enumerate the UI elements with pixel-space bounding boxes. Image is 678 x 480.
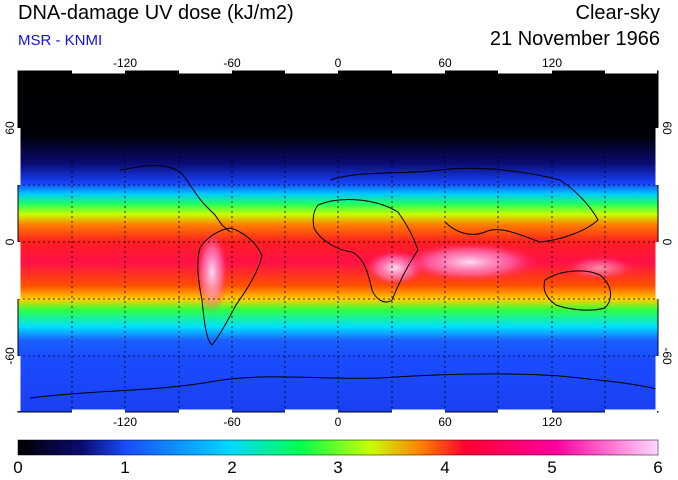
top-lon-label: 60: [438, 56, 452, 70]
source-label: MSR - KNMI: [18, 32, 103, 49]
right-lat-labels: 60 0 -60: [660, 121, 674, 365]
top-lon-labels: -120 -60 0 60 120: [113, 56, 562, 70]
colorbar-tick-label: 6: [653, 458, 663, 477]
africa-coast: [312, 199, 419, 303]
bottom-lon-label: 0: [335, 415, 342, 429]
colorbar: [17, 439, 659, 456]
hotspot-south-america: [196, 230, 228, 314]
top-lon-label: -120: [113, 56, 137, 70]
left-lat-labels: 60 0 -60: [3, 121, 17, 365]
right-lat-label: -60: [660, 347, 674, 365]
europe-asia-coast: [329, 167, 599, 243]
date-label: 21 November 1966: [489, 28, 660, 50]
colorbar-tick-label: 0: [13, 458, 23, 477]
south-america-coast: [197, 227, 263, 346]
top-lon-label: 0: [335, 56, 342, 70]
bottom-lon-label: 60: [438, 415, 452, 429]
antarctica-coast: [29, 373, 658, 399]
bottom-lon-label: 120: [542, 415, 562, 429]
top-lon-label: -60: [223, 56, 241, 70]
hotspot-pacific: [565, 256, 635, 280]
right-lat-label: 60: [660, 121, 674, 135]
sky-condition-label: Clear-sky: [575, 2, 660, 24]
bottom-lon-label: -120: [113, 415, 137, 429]
left-lat-label: -60: [3, 347, 17, 365]
left-lat-label: 0: [3, 238, 17, 245]
bottom-lon-labels: -120 -60 0 60 120: [113, 415, 562, 429]
colorbar-tick-label: 3: [333, 458, 343, 477]
hotspot-indian-ocean: [400, 242, 540, 282]
frame-ticks: [17, 70, 659, 413]
north-america-coast: [119, 165, 231, 233]
top-lon-label: 120: [542, 56, 562, 70]
colorbar-tick-label: 2: [227, 458, 237, 477]
right-lat-label: 0: [660, 239, 674, 246]
colorbar-tick-label: 5: [547, 458, 557, 477]
colorbar-tick-label: 4: [440, 458, 450, 477]
map-title: DNA-damage UV dose (kJ/m2): [18, 2, 294, 24]
gridlines: [18, 71, 658, 412]
left-lat-label: 60: [3, 121, 17, 135]
bottom-lon-label: -60: [223, 415, 241, 429]
colorbar-tick-label: 1: [120, 458, 130, 477]
coastlines: [29, 165, 658, 399]
